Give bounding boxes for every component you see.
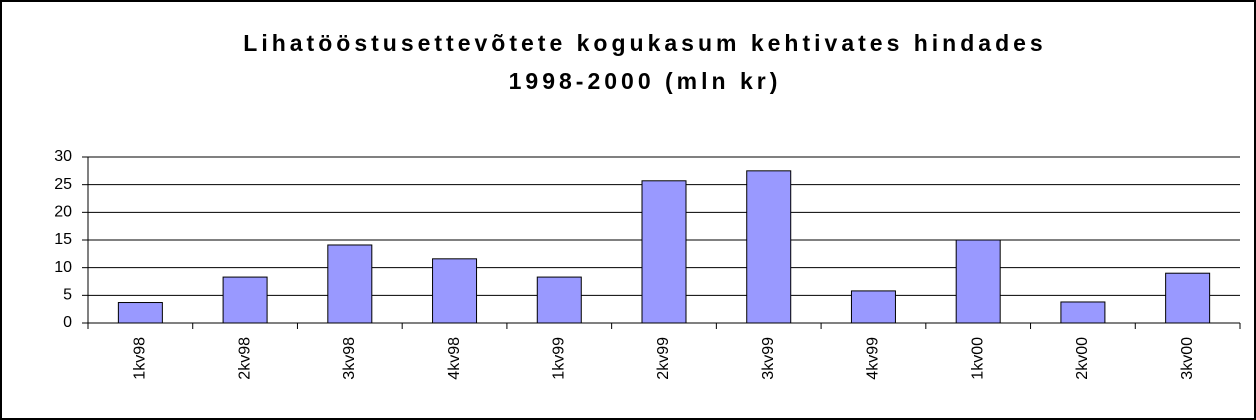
y-tick-label: 30 (54, 148, 72, 165)
x-tick-label: 4kv98 (446, 337, 463, 380)
y-tick-label: 5 (63, 287, 72, 304)
chart-title: Lihatööstusettevõtete kogukasum kehtivat… (243, 30, 1046, 56)
chart-title: 1998-2000 (mln kr) (509, 68, 782, 94)
bar (327, 244, 373, 324)
x-tick-label: 1kv99 (550, 337, 567, 380)
y-tick-label: 15 (54, 231, 72, 248)
x-tick-label: 2kv99 (655, 337, 672, 380)
bar (432, 258, 478, 324)
bar (1165, 272, 1211, 324)
bar (746, 170, 792, 324)
y-tick-label: 25 (54, 176, 72, 193)
x-tick-label: 1kv98 (132, 337, 149, 380)
x-tick-label: 3kv98 (341, 337, 358, 380)
x-tick-label: 3kv00 (1179, 337, 1196, 380)
bar (117, 302, 163, 324)
bar (222, 276, 268, 324)
y-tick-label: 0 (63, 314, 72, 331)
y-tick-label: 10 (54, 259, 72, 276)
bar (955, 239, 1001, 324)
bar (641, 180, 687, 324)
x-tick-label: 2kv98 (236, 337, 253, 380)
bar (1060, 301, 1106, 324)
x-tick-label: 4kv99 (865, 337, 882, 380)
bar (536, 276, 582, 324)
bar (850, 290, 896, 324)
x-tick-label: 1kv00 (969, 337, 986, 380)
x-tick-label: 2kv00 (1074, 337, 1091, 380)
x-tick-label: 3kv99 (760, 337, 777, 380)
y-tick-label: 20 (54, 204, 72, 221)
